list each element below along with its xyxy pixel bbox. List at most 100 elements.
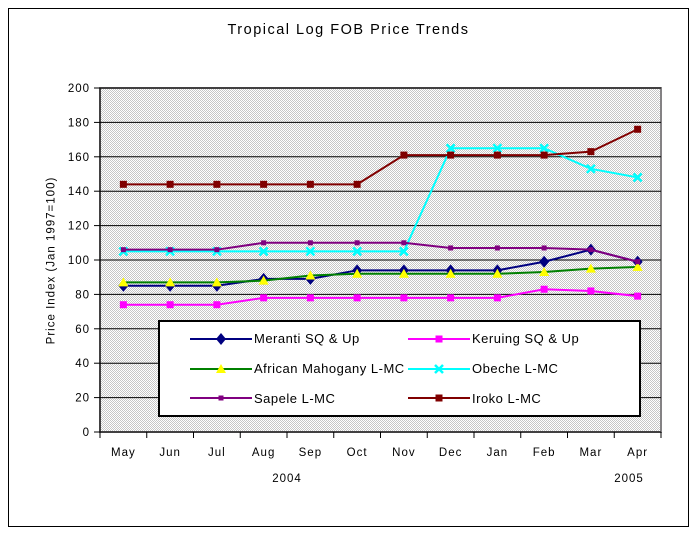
data-point-marker [445,268,456,278]
data-point-marker [492,268,503,278]
series-line-african-mahogany-l-mc [123,265,638,284]
data-point-marker [398,246,409,257]
data-point-marker [258,275,269,285]
data-point-marker [211,277,222,287]
data-point-marker [258,246,269,257]
data-point-marker [588,247,594,253]
data-point-marker [492,143,503,154]
data-point-marker [541,245,547,251]
data-point-marker [435,335,443,343]
data-point-marker [306,294,314,302]
data-point-marker [635,259,641,265]
series-sapele-l-mc [120,240,641,265]
y-tick-label: 140 [68,186,90,198]
data-point-marker [585,163,596,174]
legend-item-label: Sapele L-MC [254,390,336,406]
legend-item-african-mahogany: African Mahogany L-MC [188,356,406,382]
data-point-marker [447,151,455,159]
data-point-marker [213,301,221,309]
data-point-marker [585,263,596,273]
iroko-line-marker-icon [408,394,470,402]
year-label-2004: 2004 [272,473,302,485]
x-month-label: May [111,447,136,459]
data-point-marker [216,332,226,345]
data-point-marker [632,172,643,183]
data-point-marker [166,301,174,309]
data-point-marker [354,240,360,246]
series-line-iroko-l-mc [123,128,639,186]
legend-item-label: Obeche L-MC [472,361,559,376]
mahogany-line-marker-icon [190,363,252,373]
x-month-label: Feb [533,447,556,459]
data-point-marker [166,180,174,188]
data-point-marker [353,294,361,302]
legend-item-label: Iroko L-MC [472,390,542,406]
year-label-2005: 2005 [614,473,644,485]
data-point-marker [493,151,501,159]
data-point-marker [353,180,361,188]
data-point-marker [434,363,444,374]
x-month-label: Sep [299,447,322,459]
data-point-marker [120,247,126,253]
data-point-marker [448,245,454,251]
legend-item-label: African Mahogany L-MC [254,361,405,376]
data-point-marker [400,151,408,159]
y-tick-label: 120 [68,221,90,233]
legend-item-label: Meranti SQ & Up [254,331,360,347]
data-point-marker [119,301,127,309]
data-point-marker [305,270,316,280]
data-point-marker [540,151,548,159]
data-point-marker [587,287,595,295]
data-point-marker [587,148,595,156]
data-point-marker [165,277,176,287]
data-point-marker [307,240,313,246]
data-point-marker [261,240,267,246]
data-point-marker [539,255,550,268]
data-point-marker [435,394,443,402]
keruing-line-marker-icon [408,335,470,343]
y-axis-title: Price Index (Jan 1997=100) [45,176,58,345]
legend-item-iroko: Iroko L-MC [406,385,639,411]
chart-title: Tropical Log FOB Price Trends [227,22,470,38]
data-point-marker [352,268,363,278]
y-tick-label: 40 [75,358,90,370]
data-point-marker [400,294,408,302]
data-point-marker [634,125,642,133]
data-point-marker [216,363,226,373]
legend-item-sapele: Sapele L-MC [188,385,406,411]
y-tick-label: 20 [75,393,90,405]
data-point-marker [634,292,642,300]
series-iroko-l-mc [119,125,642,188]
data-point-marker [539,143,550,154]
x-month-label: Apr [627,447,648,459]
series-african-mahogany-l-mc [118,261,643,287]
legend-item-meranti: Meranti SQ & Up [188,326,406,352]
series-line-sapele-l-mc [123,241,638,263]
y-tick-label: 180 [68,117,90,129]
sapele-line-marker-icon [190,395,252,401]
x-month-label: Oct [347,447,368,459]
data-point-marker [260,294,268,302]
data-point-marker [632,261,643,271]
data-point-marker [352,246,363,257]
data-point-marker [213,180,221,188]
series-keruing-sq-up [119,285,642,309]
data-point-marker [218,395,224,401]
y-tick-label: 80 [75,289,90,301]
legend-item-keruing: Keruing SQ & Up [406,326,639,352]
series-line-keruing-sq-up [123,288,638,306]
y-tick-label: 200 [68,83,90,95]
data-point-marker [260,180,268,188]
data-point-marker [445,143,456,154]
x-month-label: Mar [579,447,602,459]
y-tick-label: 160 [68,152,90,164]
y-tick-label: 60 [75,324,90,336]
data-point-marker [214,247,220,253]
data-point-marker [167,247,173,253]
obeche-line-marker-icon [408,363,470,374]
legend: Meranti SQ & Up Keruing SQ & Up African … [158,320,641,417]
x-month-label: Dec [439,447,462,459]
x-month-label: Jun [159,447,181,459]
data-point-marker [401,240,407,246]
